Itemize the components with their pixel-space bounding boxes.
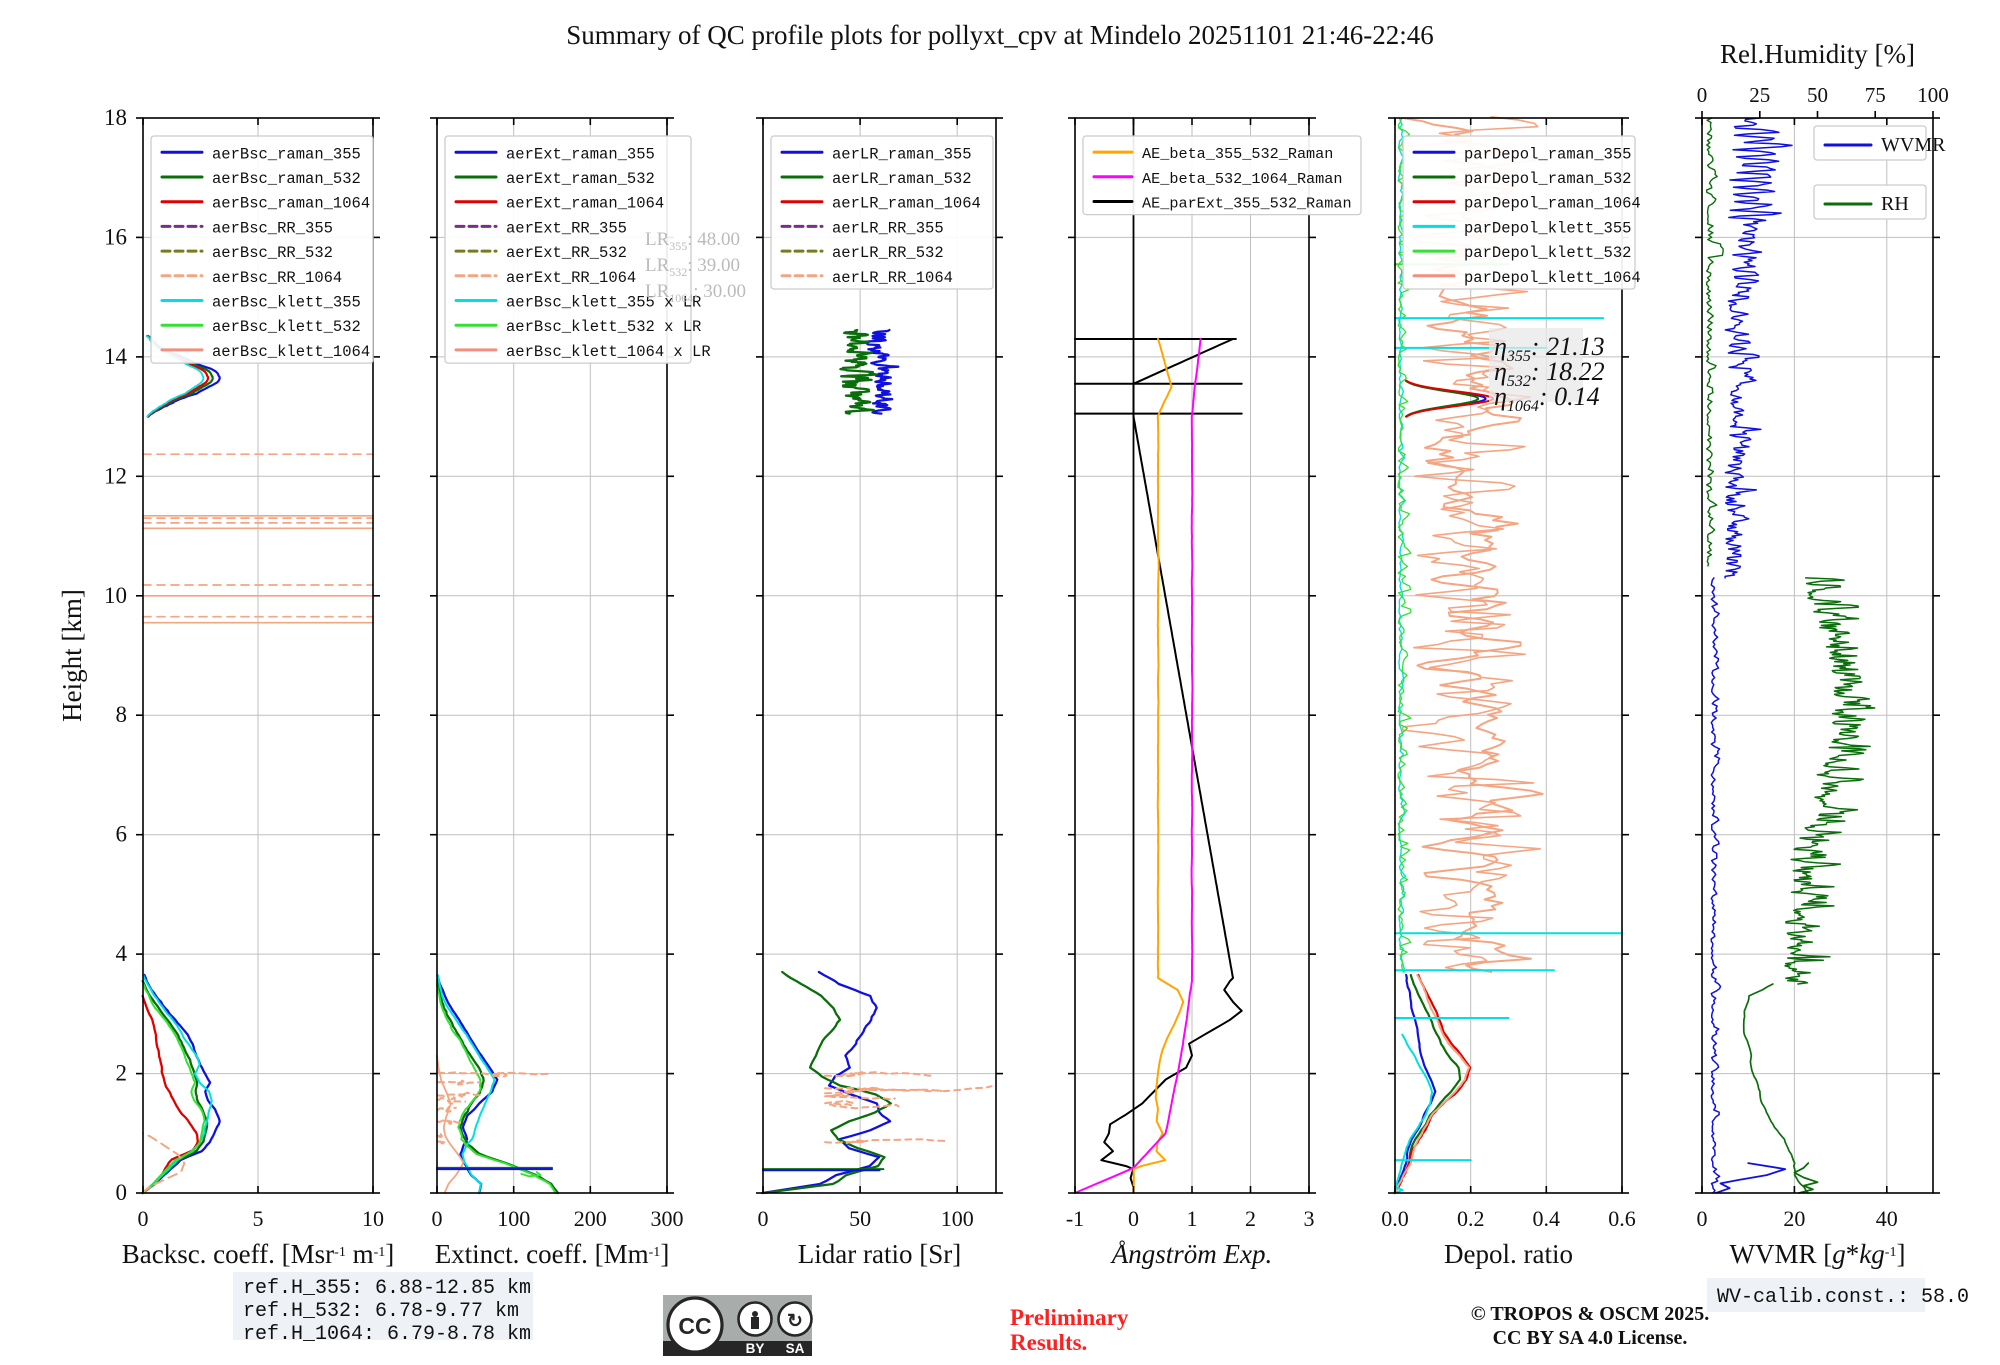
- svg-text:100: 100: [497, 1206, 530, 1231]
- svg-text:Depol. ratio: Depol. ratio: [1444, 1239, 1573, 1269]
- svg-text:1: 1: [1187, 1206, 1198, 1231]
- svg-text:parDepol_raman_532: parDepol_raman_532: [1464, 170, 1631, 188]
- svg-text:AE_beta_532_1064_Raman: AE_beta_532_1064_Raman: [1142, 170, 1343, 188]
- svg-text:Lidar ratio [Sr]: Lidar ratio [Sr]: [798, 1239, 961, 1269]
- svg-text:Backsc. coeff. [Msr-1 m-1]: Backsc. coeff. [Msr-1 m-1]: [122, 1239, 395, 1269]
- svg-text:10: 10: [362, 1206, 384, 1231]
- svg-text:0: 0: [432, 1206, 443, 1231]
- svg-text:14: 14: [104, 344, 128, 369]
- svg-text:LR532: 39.00: LR532: 39.00: [645, 255, 740, 279]
- svg-text:aerBsc_klett_532: aerBsc_klett_532: [212, 318, 361, 336]
- svg-text:ref.H_1064: 6.79-8.78 km: ref.H_1064: 6.79-8.78 km: [243, 1323, 531, 1346]
- svg-text:200: 200: [574, 1206, 607, 1231]
- svg-text:aerBsc_klett_355: aerBsc_klett_355: [212, 294, 361, 312]
- svg-text:0: 0: [116, 1180, 128, 1205]
- svg-text:AE_beta_355_532_Raman: AE_beta_355_532_Raman: [1142, 145, 1333, 163]
- svg-text:75: 75: [1865, 83, 1886, 107]
- svg-text:parDepol_klett_355: parDepol_klett_355: [1464, 219, 1631, 237]
- svg-text:ref.H_355: 6.88-12.85 km: ref.H_355: 6.88-12.85 km: [243, 1277, 531, 1300]
- svg-text:ref.H_532: 6.78-9.77 km: ref.H_532: 6.78-9.77 km: [243, 1300, 519, 1323]
- svg-text:6: 6: [116, 822, 128, 847]
- svg-text:aerLR_RR_355: aerLR_RR_355: [832, 219, 944, 237]
- svg-text:20: 20: [1783, 1206, 1805, 1231]
- svg-text:BY: BY: [746, 1341, 765, 1356]
- svg-text:12: 12: [104, 463, 127, 488]
- svg-text:50: 50: [1807, 83, 1828, 107]
- svg-text:4: 4: [116, 941, 128, 966]
- svg-text:SA: SA: [786, 1341, 805, 1356]
- svg-text:WV-calib.const.: 58.0: WV-calib.const.: 58.0: [1717, 1286, 1969, 1309]
- svg-text:0.4: 0.4: [1533, 1206, 1561, 1231]
- svg-text:CC BY SA 4.0 License.: CC BY SA 4.0 License.: [1493, 1327, 1688, 1349]
- svg-text:16: 16: [104, 224, 127, 249]
- svg-text:aerExt_raman_532: aerExt_raman_532: [506, 170, 655, 188]
- svg-text:2: 2: [116, 1061, 128, 1086]
- svg-text:Height [km]: Height [km]: [57, 589, 87, 722]
- svg-text:aerBsc_RR_355: aerBsc_RR_355: [212, 219, 333, 237]
- svg-text:0: 0: [1697, 1206, 1708, 1231]
- svg-text:0: 0: [758, 1206, 769, 1231]
- svg-text:aerBsc_RR_532: aerBsc_RR_532: [212, 244, 333, 262]
- svg-text:0.2: 0.2: [1457, 1206, 1485, 1231]
- svg-text:aerExt_raman_1064: aerExt_raman_1064: [506, 195, 664, 213]
- svg-text:Extinct. coeff. [Mm-1]: Extinct. coeff. [Mm-1]: [435, 1239, 670, 1269]
- svg-text:AE_parExt_355_532_Raman: AE_parExt_355_532_Raman: [1142, 195, 1352, 213]
- svg-text:50: 50: [849, 1206, 871, 1231]
- svg-text:40: 40: [1876, 1206, 1898, 1231]
- svg-text:aerBsc_klett_532 x LR: aerBsc_klett_532 x LR: [506, 318, 701, 336]
- svg-text:LR1064: 30.00: LR1064: 30.00: [645, 281, 746, 305]
- svg-text:0.0: 0.0: [1381, 1206, 1409, 1231]
- svg-text:-1: -1: [1066, 1206, 1084, 1231]
- svg-text:2: 2: [1245, 1206, 1256, 1231]
- svg-text:RH: RH: [1881, 193, 1909, 215]
- svg-text:↻: ↻: [787, 1311, 803, 1332]
- svg-text:aerExt_RR_355: aerExt_RR_355: [506, 219, 627, 237]
- svg-text:CC: CC: [678, 1313, 711, 1339]
- svg-text:aerExt_raman_355: aerExt_raman_355: [506, 145, 655, 163]
- svg-text:0: 0: [1128, 1206, 1139, 1231]
- svg-text:3: 3: [1304, 1206, 1315, 1231]
- svg-text:parDepol_raman_355: parDepol_raman_355: [1464, 145, 1631, 163]
- svg-text:WVMR: WVMR: [1881, 134, 1946, 156]
- svg-text:aerBsc_RR_1064: aerBsc_RR_1064: [212, 269, 342, 287]
- svg-text:300: 300: [651, 1206, 684, 1231]
- svg-text:aerExt_RR_1064: aerExt_RR_1064: [506, 269, 636, 287]
- svg-text:5: 5: [253, 1206, 264, 1231]
- svg-text:aerBsc_klett_1064: aerBsc_klett_1064: [212, 343, 370, 361]
- svg-text:parDepol_raman_1064: parDepol_raman_1064: [1464, 195, 1641, 213]
- svg-text:© TROPOS & OSCM 2025.: © TROPOS & OSCM 2025.: [1471, 1303, 1709, 1325]
- svg-text:10: 10: [104, 583, 127, 608]
- svg-text:Results.: Results.: [1010, 1330, 1087, 1355]
- svg-text:0: 0: [138, 1206, 149, 1231]
- svg-text:100: 100: [1917, 83, 1949, 107]
- svg-text:aerBsc_klett_1064 x LR: aerBsc_klett_1064 x LR: [506, 343, 711, 361]
- svg-text:aerLR_raman_532: aerLR_raman_532: [832, 170, 972, 188]
- svg-text:aerBsc_raman_1064: aerBsc_raman_1064: [212, 195, 370, 213]
- svg-text:25: 25: [1749, 83, 1770, 107]
- svg-text:parDepol_klett_532: parDepol_klett_532: [1464, 244, 1631, 262]
- svg-text:8: 8: [116, 702, 128, 727]
- svg-text:Ångström Exp.: Ångström Exp.: [1110, 1239, 1272, 1269]
- svg-text:18: 18: [104, 105, 127, 130]
- svg-text:0: 0: [1697, 83, 1708, 107]
- svg-text:LR355: 48.00: LR355: 48.00: [645, 229, 740, 253]
- svg-text:aerBsc_raman_355: aerBsc_raman_355: [212, 145, 361, 163]
- svg-text:aerBsc_raman_532: aerBsc_raman_532: [212, 170, 361, 188]
- svg-text:aerLR_RR_1064: aerLR_RR_1064: [832, 269, 953, 287]
- svg-text:aerLR_raman_355: aerLR_raman_355: [832, 145, 972, 163]
- svg-text:aerExt_RR_532: aerExt_RR_532: [506, 244, 627, 262]
- svg-text:parDepol_klett_1064: parDepol_klett_1064: [1464, 269, 1641, 287]
- svg-text:0.6: 0.6: [1608, 1206, 1636, 1231]
- svg-text:WVMR [g*kg-1]: WVMR [g*kg-1]: [1730, 1239, 1906, 1269]
- svg-text:aerLR_RR_532: aerLR_RR_532: [832, 244, 944, 262]
- svg-text:Preliminary: Preliminary: [1010, 1305, 1129, 1330]
- svg-text:100: 100: [941, 1206, 974, 1231]
- svg-text:aerLR_raman_1064: aerLR_raman_1064: [832, 195, 981, 213]
